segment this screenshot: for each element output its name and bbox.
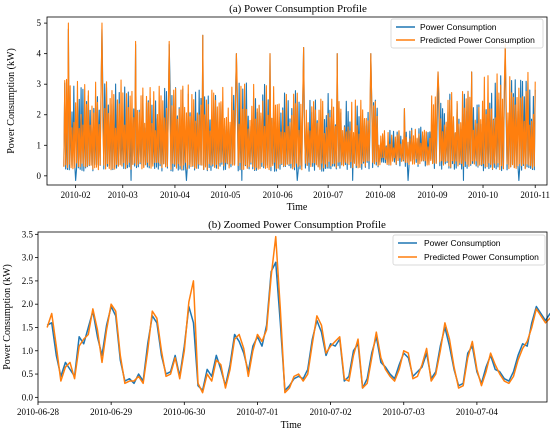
panel-a-title: (a) Power Consumption Profile bbox=[229, 3, 367, 15]
panel-b-legend-box bbox=[392, 234, 546, 266]
panel-a-y-tick-label: 2 bbox=[37, 110, 42, 120]
panel-a-legend-label-power-consumption: Power Consumption bbox=[420, 22, 497, 32]
panel-b-x-tick-label: 2010-06-28 bbox=[17, 407, 59, 417]
panel-a-y-ticks: 0 1 2 3 4 5 bbox=[37, 18, 47, 181]
panel-b-y-tick-label: 3.5 bbox=[22, 229, 34, 239]
panel-a-legend: Power Consumption Predicted Power Consum… bbox=[390, 18, 544, 49]
panel-a-x-tick-label: 2010-07 bbox=[313, 190, 343, 200]
panel-a-y-tick-label: 3 bbox=[37, 79, 42, 89]
panel-a-plot-area bbox=[63, 22, 536, 181]
panel-b-y-axis-label: Power Consumption (kW) bbox=[2, 264, 13, 370]
panel-b-legend-label-predicted-power-consumption: Predicted Power Consumption bbox=[424, 252, 539, 262]
panel-b-plot-area bbox=[46, 235, 550, 394]
panel-a-x-tick-label: 2010-03 bbox=[108, 190, 138, 200]
panel-b-x-tick-label: 2010-06-30 bbox=[163, 407, 205, 417]
panel-a-x-tick-label: 2010-08 bbox=[365, 190, 395, 200]
panel-a-x-axis-label: Time bbox=[287, 202, 308, 213]
panel-b-x-tick-label: 2010-07-01 bbox=[236, 407, 278, 417]
panel-a-x-tick-label: 2010-06 bbox=[263, 190, 293, 200]
panel-b-legend-label-power-consumption: Power Consumption bbox=[424, 238, 501, 248]
panel-a-power-consumption-profile: (a) Power Consumption Profile 0 1 2 3 4 5 201… bbox=[6, 3, 550, 213]
panel-a-x-tick-label: 2010-11 bbox=[520, 190, 550, 200]
panel-b-y-tick-label: 2.0 bbox=[22, 299, 34, 309]
panel-b-x-tick-label: 2010-06-29 bbox=[90, 407, 132, 417]
panel-b-x-ticks: 2010-06-28 2010-06-29 2010-06-30 2010-07-01… bbox=[17, 402, 498, 417]
panel-a-y-tick-label: 0 bbox=[37, 171, 42, 181]
panel-a-x-tick-label: 2010-05 bbox=[210, 190, 240, 200]
panel-a-legend-box bbox=[390, 18, 544, 49]
panel-b-x-axis-label: Time bbox=[281, 420, 302, 431]
panel-a-x-tick-label: 2010-10 bbox=[468, 190, 498, 200]
panel-b-y-tick-label: 2.5 bbox=[22, 276, 34, 286]
panel-b-x-tick-label: 2010-07-02 bbox=[310, 407, 352, 417]
panel-b-y-tick-label: 1.5 bbox=[22, 322, 34, 332]
panel-a-x-tick-label: 2010-09 bbox=[418, 190, 448, 200]
panel-b-y-tick-label: 1.0 bbox=[22, 346, 34, 356]
panel-a-legend-label-predicted-power-consumption: Predicted Power Consumption bbox=[420, 35, 535, 45]
panel-b-frame bbox=[37, 231, 548, 403]
panel-a-y-axis-label: Power Consumption (kW) bbox=[6, 48, 17, 154]
panel-a-x-tick-label: 2010-04 bbox=[160, 190, 190, 200]
panel-b-title: (b) Zoomed Power Consumption Profile bbox=[208, 219, 386, 231]
panel-b-x-tick-label: 2010-07-04 bbox=[456, 407, 498, 417]
panel-a-y-tick-label: 1 bbox=[37, 140, 42, 150]
panel-b-legend: Power Consumption Predicted Power Consum… bbox=[392, 234, 546, 266]
panel-a-x-tick-label: 2010-02 bbox=[61, 190, 91, 200]
panel-b-y-tick-label: 0.0 bbox=[22, 392, 34, 402]
panel-b-y-tick-label: 0.5 bbox=[22, 369, 34, 379]
panel-a-x-ticks: 2010-02 2010-03 2010-04 2010-05 2010-06 2010-… bbox=[61, 185, 550, 200]
panel-a-frame bbox=[46, 16, 548, 186]
panel-b-y-ticks: 0.0 0.5 1.0 1.5 2.0 2.5 3.0 3.5 bbox=[22, 229, 38, 402]
panel-b-series-line-predicted-power-consumption bbox=[46, 235, 550, 394]
panel-a-series-line-predicted-power-consumption bbox=[63, 22, 536, 171]
panel-b-zoomed-power-consumption-profile: (b) Zoomed Power Consumption Profile 0.0… bbox=[2, 219, 550, 431]
panel-a-y-tick-label: 4 bbox=[37, 49, 42, 59]
panel-a-y-tick-label: 5 bbox=[37, 18, 42, 28]
panel-b-x-tick-label: 2010-07-03 bbox=[383, 407, 425, 417]
panel-b-y-tick-label: 3.0 bbox=[22, 253, 34, 263]
